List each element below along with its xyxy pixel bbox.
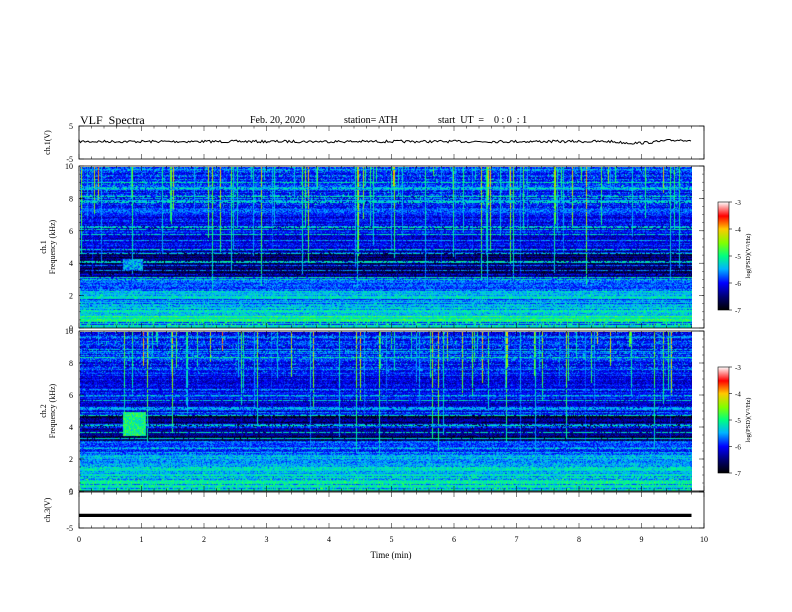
y-tick-label: 5 — [69, 122, 73, 131]
y-tick-label: 10 — [65, 162, 73, 171]
x-tick-label: 9 — [640, 535, 644, 544]
ch1-colorbar — [717, 201, 730, 311]
y-tick-label: 10 — [65, 327, 73, 336]
start-ut-label: start UT = 0 : 0 : 1 — [438, 115, 528, 126]
colorbar-tick-label: -7 — [735, 470, 741, 478]
y-tick-label: 2 — [69, 455, 73, 464]
colorbar-label: log(PSD)(V²/Hz) — [745, 234, 752, 279]
ch1-voltage-trace — [78, 138, 692, 145]
y-tick-label: 5 — [69, 488, 73, 497]
y-tick-label: -5 — [66, 524, 73, 533]
colorbar-tick-label: -3 — [735, 199, 741, 207]
colorbar-tick-label: -6 — [735, 280, 741, 288]
colorbar-tick-label: -7 — [735, 307, 741, 315]
colorbar-tick-label: -6 — [735, 444, 741, 452]
y-tick-label: 6 — [69, 391, 73, 400]
chart-title: VLF Spectra — [80, 113, 145, 127]
x-tick-label: 3 — [265, 535, 269, 544]
panel-channel-label: ch.2 — [39, 404, 48, 418]
y-tick-label: 4 — [69, 423, 73, 432]
x-tick-label: 1 — [140, 535, 144, 544]
x-tick-label: 4 — [327, 535, 331, 544]
x-tick-label: 6 — [452, 535, 456, 544]
y-tick-label: 0 — [69, 487, 73, 496]
colorbar-tick-label: -5 — [735, 417, 741, 425]
y-tick-label: 8 — [69, 194, 73, 203]
y-tick-label: -5 — [66, 155, 73, 164]
x-tick-label: 0 — [77, 535, 81, 544]
y-tick-label: 0 — [69, 324, 73, 333]
x-tick-label: 8 — [577, 535, 581, 544]
x-axis-label: Time (min) — [371, 550, 412, 560]
date-label: Feb. 20, 2020 — [250, 115, 305, 126]
x-tick-label: 10 — [700, 535, 708, 544]
ch2-spectrogram-image — [80, 332, 692, 491]
colorbar-tick-label: -4 — [735, 391, 741, 399]
colorbar-tick-label: -4 — [735, 226, 741, 234]
colorbar-tick-label: -3 — [735, 364, 741, 372]
ch1-spectrogram-image — [80, 167, 692, 328]
x-tick-label: 2 — [202, 535, 206, 544]
y-tick-label: 8 — [69, 359, 73, 368]
panel-frame — [78, 491, 705, 529]
y-axis-label: Frequency (kHz) — [48, 383, 57, 438]
panel-channel-label: ch.1 — [39, 240, 48, 254]
ch2-colorbar — [717, 366, 730, 474]
y-axis-label: ch.1(V) — [43, 130, 52, 155]
y-tick-label: 4 — [69, 259, 73, 268]
y-tick-label: 6 — [69, 227, 73, 236]
station-label: station= ATH — [344, 115, 398, 126]
y-axis-label: Frequency (kHz) — [48, 219, 57, 274]
y-axis-label: ch.3(V) — [43, 497, 52, 522]
colorbar-label: log(PSD)(V²/Hz) — [745, 398, 752, 443]
x-tick-label: 7 — [515, 535, 519, 544]
colorbar-tick-label: -5 — [735, 253, 741, 261]
x-tick-label: 5 — [390, 535, 394, 544]
y-tick-label: 2 — [69, 292, 73, 301]
